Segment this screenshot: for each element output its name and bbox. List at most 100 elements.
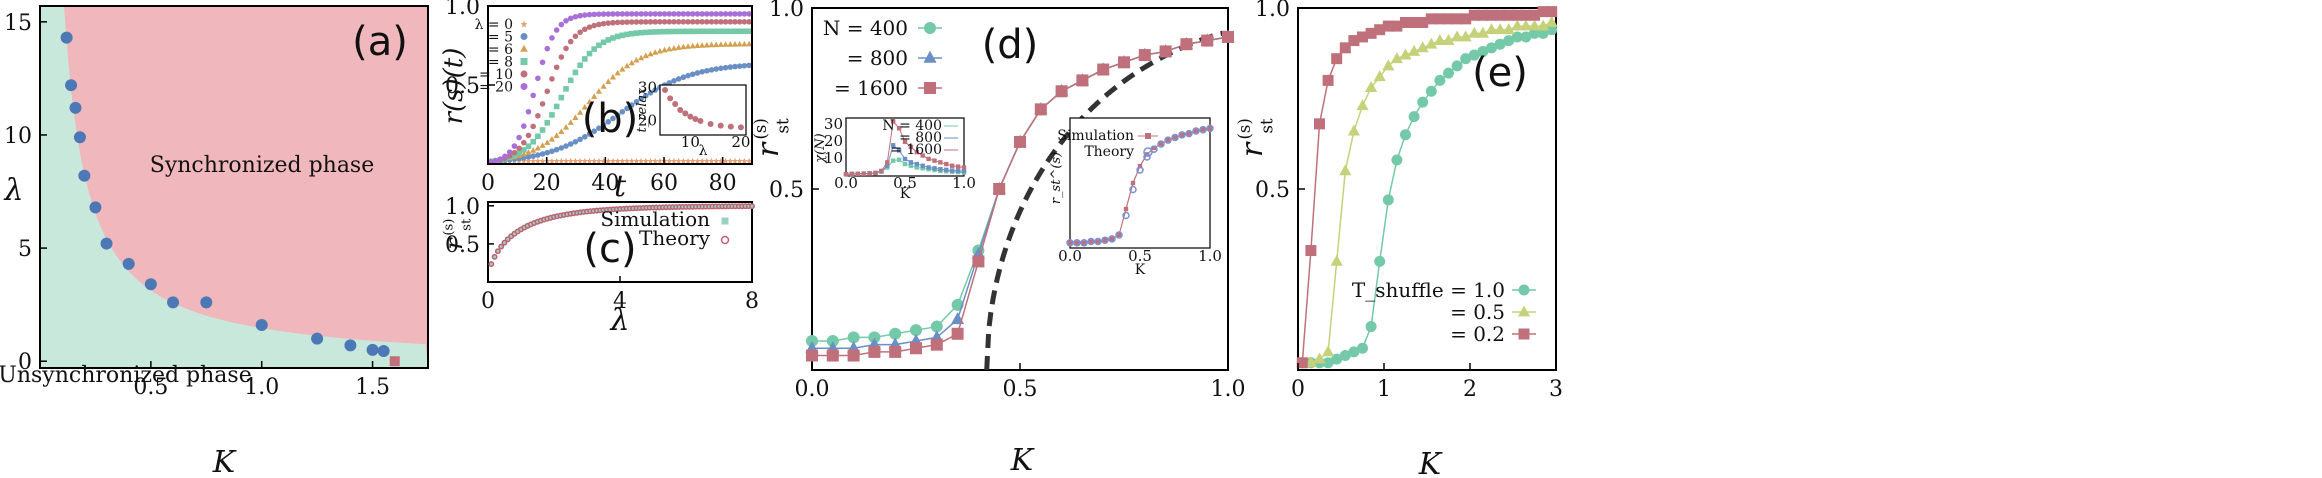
series-point [656, 47, 663, 54]
series-point [525, 132, 532, 139]
panel-a-y-tick-label: 15 [4, 11, 32, 36]
series-point [553, 64, 560, 71]
series-point [1331, 353, 1343, 365]
series-point [889, 327, 902, 340]
series-point [1014, 135, 1026, 148]
sim-point [495, 248, 501, 254]
inset1-point [885, 160, 890, 165]
inset2-theory-point [1136, 166, 1144, 174]
sim-point [720, 204, 725, 209]
boundary-point [389, 356, 400, 367]
series-point [684, 43, 692, 49]
inset2-sim-point [1088, 239, 1094, 244]
series-point [666, 28, 673, 35]
series-point [993, 183, 1006, 195]
series-point [1357, 342, 1368, 354]
series-point [506, 149, 513, 155]
series-point [1494, 38, 1506, 50]
sim-point [598, 208, 603, 213]
panel-e-legend-label: = 0.5 [1450, 300, 1505, 324]
inset1-point [914, 165, 919, 170]
series-point [572, 13, 579, 20]
panel-d-legend-label: = 1600 [834, 76, 908, 100]
sim-point [535, 219, 540, 224]
panel-b-legend-label: = 6 [488, 42, 513, 58]
series-point [567, 15, 574, 22]
series-point [1545, 15, 1558, 27]
series-point [951, 327, 964, 340]
series-point [596, 11, 602, 17]
inset2-sim-point [1074, 240, 1080, 245]
series-point [736, 19, 743, 25]
theory-point [494, 248, 501, 255]
series-point [567, 141, 574, 147]
series-point [535, 112, 541, 119]
series-point [1348, 346, 1360, 358]
series-point [722, 28, 729, 35]
series-point [1433, 33, 1446, 45]
series-point [563, 86, 569, 92]
series-point [741, 40, 748, 47]
sim-point [621, 206, 626, 211]
series-point [530, 123, 536, 130]
inset1-point [896, 148, 902, 153]
series-point [567, 77, 574, 84]
tau-point [672, 101, 679, 107]
sim-point [614, 206, 619, 212]
series-point [582, 26, 588, 33]
inset1-point [920, 166, 925, 171]
series-point [535, 75, 541, 82]
panel-a-y-tick-label: 0 [18, 350, 32, 375]
series-point [586, 157, 593, 164]
panel-e-legend-marker [1518, 328, 1530, 340]
series-point [1399, 48, 1412, 60]
boundary-point [122, 257, 135, 270]
series-point [553, 103, 560, 110]
series-point [534, 144, 541, 151]
series-point [600, 122, 607, 128]
series-point [746, 11, 752, 17]
boundary-point [311, 332, 324, 345]
inset2-theory-point [1080, 239, 1088, 247]
panel-e-x-tick-label: 2 [1463, 377, 1477, 402]
inset2-theory-point [1157, 140, 1165, 148]
inset2-theory-point [1108, 235, 1116, 243]
series-point [511, 143, 518, 149]
sim-point [518, 227, 524, 232]
series-point [741, 19, 748, 25]
series-point [624, 105, 630, 112]
series-point [600, 11, 607, 17]
panel-c-label: (c) [583, 226, 636, 272]
inset2-theory-point [1115, 231, 1123, 239]
series-point [1201, 34, 1214, 47]
series-point [699, 157, 706, 164]
series-point [516, 134, 522, 141]
series-point [694, 157, 701, 164]
panel-a-ylabel: λ [3, 173, 23, 208]
series-point [643, 29, 649, 36]
series-point [558, 128, 565, 134]
inset2-theory-point [1094, 237, 1102, 246]
sim-point [502, 240, 507, 245]
inset1-point [961, 165, 967, 170]
series-point [530, 92, 536, 99]
series-point [826, 335, 839, 348]
series-point [549, 112, 555, 118]
series-point [1357, 31, 1368, 43]
series-point [675, 76, 682, 82]
panel-b-legend-label: = 5 [488, 30, 513, 46]
panel-d-inset1-legend: = 800 [899, 130, 942, 146]
series-point [671, 28, 677, 35]
series-point [889, 345, 902, 358]
panel-c-legend-theory-marker [720, 235, 730, 245]
sim-point [574, 210, 580, 215]
panel-d-inset1-ylabel: χ(N) [813, 133, 828, 163]
series-point [609, 157, 616, 164]
series-point [591, 157, 598, 164]
inset2-sim-point [1207, 126, 1213, 131]
series-point [806, 349, 818, 362]
series-point [1322, 357, 1334, 369]
series-point [694, 70, 701, 76]
panel-b-x-tick-label: 0 [481, 171, 495, 196]
series-point [666, 80, 673, 86]
